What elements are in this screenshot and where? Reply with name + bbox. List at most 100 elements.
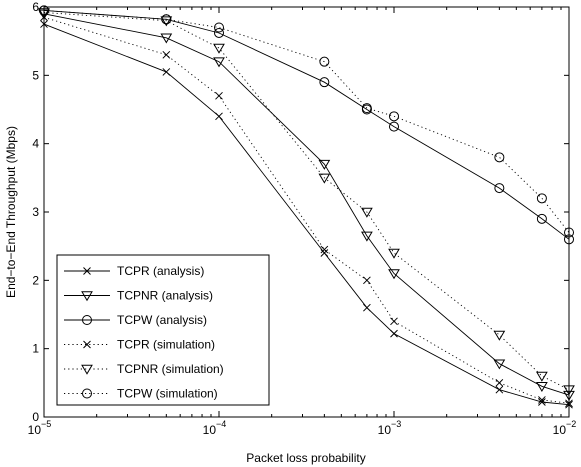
- data-point: [160, 33, 173, 44]
- data-point: [390, 329, 398, 338]
- series-1: [38, 9, 575, 401]
- series-0: [40, 20, 573, 409]
- x-tick-label-exponent: −4: [216, 419, 226, 429]
- data-point: [40, 20, 48, 28]
- legend-label: TCPNR (analysis): [117, 289, 213, 303]
- legend-entry: TCPW (simulation): [64, 387, 218, 401]
- data-point: [564, 234, 574, 245]
- data-point: [538, 398, 546, 406]
- data-point: [565, 399, 573, 408]
- data-point: [161, 14, 172, 25]
- data-point: [363, 303, 371, 312]
- series-group: [38, 5, 575, 409]
- legend-marker: [82, 315, 92, 325]
- y-tick-label: 0: [32, 410, 39, 424]
- data-point: [162, 68, 171, 76]
- data-point: [361, 103, 372, 114]
- legend-label: TCPR (analysis): [117, 264, 204, 278]
- series-line: [43, 9, 570, 233]
- series-line: [43, 13, 570, 396]
- legend-marker: [81, 291, 93, 302]
- legend-marker: [83, 267, 91, 275]
- data-point: [389, 111, 399, 122]
- x-tick-label: 10 −2: [553, 419, 577, 437]
- data-point: [320, 249, 329, 257]
- y-tick-label: 3: [32, 205, 39, 219]
- data-point: [214, 27, 224, 38]
- x-tick-label-base: 10: [378, 423, 392, 437]
- legend-entry: TCPNR (analysis): [64, 289, 213, 303]
- x-tick-label-base: 10: [203, 423, 217, 437]
- data-point: [536, 193, 547, 204]
- series-5: [39, 5, 574, 238]
- x-tick-label: 10 −3: [378, 419, 402, 437]
- legend-label: TCPW (simulation): [117, 387, 218, 401]
- x-tick-label-exponent: −3: [391, 419, 401, 429]
- x-tick-label-base: 10: [553, 423, 567, 437]
- legend-label: TCPW (analysis): [117, 313, 207, 327]
- legend-entry: TCPR (simulation): [64, 338, 215, 352]
- data-point: [494, 152, 505, 163]
- data-point: [493, 330, 506, 341]
- series-line: [43, 9, 570, 240]
- x-tick-label-exponent: −5: [41, 419, 51, 429]
- data-point: [38, 8, 50, 19]
- x-tick-label: 10 −5: [28, 419, 52, 437]
- legend-entry: TCPNR (simulation): [64, 362, 224, 376]
- data-point: [536, 382, 548, 392]
- data-point: [319, 77, 330, 88]
- legend: TCPR (analysis) TCPNR (analysis) TCPW (ana…: [56, 254, 270, 406]
- data-point: [493, 359, 506, 370]
- legend-entry: TCPR (analysis): [64, 264, 204, 278]
- data-point: [162, 50, 171, 59]
- x-tick-label: 10 −4: [203, 419, 227, 437]
- y-tick-label: 2: [32, 273, 39, 287]
- series-4: [38, 8, 575, 396]
- data-point: [215, 112, 223, 121]
- data-point: [213, 57, 225, 68]
- y-tick-label: 1: [32, 342, 39, 356]
- data-point: [318, 159, 331, 170]
- y-tick-label: 5: [32, 68, 39, 82]
- series-line: [43, 12, 570, 391]
- data-point: [214, 22, 224, 33]
- legend-marker: [82, 388, 92, 399]
- data-point: [538, 396, 546, 404]
- legend-entry: TCPW (analysis): [64, 313, 207, 327]
- data-point: [563, 390, 575, 401]
- legend-box: [56, 254, 270, 406]
- data-point: [536, 371, 548, 382]
- data-point: [389, 121, 399, 132]
- data-point: [390, 317, 398, 326]
- x-axis-label: Packet loss probability: [246, 451, 365, 465]
- data-point: [363, 276, 371, 285]
- data-point: [39, 5, 49, 16]
- legend-label: TCPNR (simulation): [117, 362, 224, 376]
- data-point: [361, 231, 373, 242]
- data-point: [536, 213, 547, 224]
- y-tick-label: 6: [32, 0, 39, 14]
- x-tick-label-exponent: −2: [566, 419, 576, 429]
- legend-marker: [81, 364, 93, 375]
- data-point: [565, 400, 573, 409]
- series-3: [40, 13, 573, 408]
- data-point: [160, 16, 173, 27]
- data-point: [494, 183, 505, 194]
- data-point: [564, 227, 574, 238]
- legend-label: TCPR (simulation): [117, 338, 215, 352]
- y-axis-label: End−to−End Throughput (Mbps): [4, 126, 18, 298]
- data-point: [215, 91, 223, 100]
- data-point: [319, 56, 330, 67]
- data-point: [318, 173, 331, 184]
- data-point: [361, 207, 373, 218]
- data-point: [388, 269, 400, 280]
- data-point: [495, 385, 504, 394]
- data-point: [388, 248, 400, 259]
- data-point: [213, 43, 225, 54]
- legend-marker: [83, 340, 91, 349]
- data-point: [563, 385, 575, 396]
- data-point: [320, 245, 329, 254]
